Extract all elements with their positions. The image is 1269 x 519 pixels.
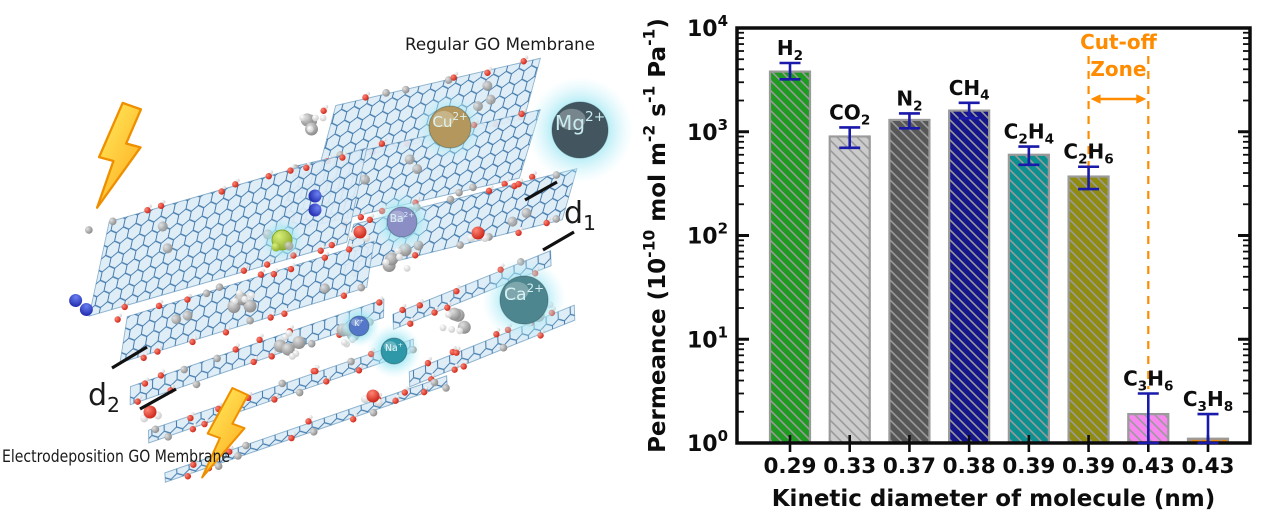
k-ion: K+ <box>338 305 380 347</box>
y-tick-label: 102 <box>687 220 728 250</box>
cutoff-label-line2: Zone <box>1090 57 1146 81</box>
solvated-cluster <box>260 218 304 262</box>
mg-ion: Mg2+ <box>527 77 633 183</box>
ca-ion-label: Ca2+ <box>504 281 544 305</box>
error-bar-CO₂ <box>839 126 861 150</box>
water-molecule <box>140 405 162 423</box>
error-bar-C₂H₆ <box>1078 165 1100 191</box>
hydrocarbon-molecule <box>299 113 327 136</box>
bar-C₂H₄ <box>1007 153 1050 445</box>
na-ion-label: Na+ <box>385 341 403 354</box>
bars-layer <box>768 70 1230 445</box>
cu-ion-label: Cu2+ <box>432 111 467 131</box>
x-tick-label: 0.33 <box>823 454 876 479</box>
water-molecule <box>467 226 489 242</box>
gas-label-C₃H₆: C3H6 <box>1123 366 1173 394</box>
k-ion-label: K+ <box>354 318 364 328</box>
small-molecules-layer <box>69 113 554 423</box>
gas-label-CH₄: CH4 <box>949 76 990 104</box>
x-tick-label: 0.43 <box>1122 454 1175 479</box>
error-bar-H₂ <box>779 61 801 81</box>
x-tick-label: 0.37 <box>883 454 936 479</box>
x-tick-label: 0.38 <box>943 454 996 479</box>
y-tick-label: 103 <box>687 116 728 146</box>
hydrocarbon-molecule <box>273 329 306 360</box>
cutoff-label-line1: Cut-off <box>1080 30 1158 54</box>
x-tick-label: 0.39 <box>1002 454 1055 479</box>
bar-N₂ <box>888 118 931 445</box>
lightning-bolt-icon <box>95 101 143 209</box>
error-bar-C₂H₄ <box>1018 145 1040 167</box>
bar-H₂ <box>768 70 812 445</box>
nitrogen-molecule <box>308 189 322 217</box>
electrodeposition-membrane-label: Electrodeposition GO Membrane <box>2 447 230 467</box>
gas-label-C₃H₈: C3H8 <box>1183 387 1233 415</box>
ba-ion: Ba2+ <box>372 192 432 252</box>
gas-label-C₂H₆: C2H6 <box>1063 140 1113 168</box>
hydrocarbon-molecule <box>439 307 471 335</box>
gas-label-N₂: N2 <box>896 86 922 114</box>
d2-spacing-marker <box>111 345 177 411</box>
error-bar-CH₄ <box>958 101 980 120</box>
d1-spacing-marker <box>524 180 575 252</box>
bar-CH₄ <box>948 109 991 445</box>
x-axis-title: Kinetic diameter of molecule (nm) <box>772 486 1216 512</box>
hydrated-ions-layer: Cu2+ Mg2+ Ba2+ Ca2+ K+ Na+ <box>338 77 633 378</box>
bar-CO₂ <box>828 135 871 445</box>
gas-label-C₂H₄: C2H4 <box>1004 120 1054 148</box>
lightning-bolts-layer <box>95 101 249 479</box>
y-tick-label: 100 <box>687 427 728 457</box>
d2-label: d2 <box>88 378 120 417</box>
regular-membrane-label: Regular GO Membrane <box>405 35 595 55</box>
mg-ion-label: Mg2+ <box>555 109 605 135</box>
nitrogen-molecule <box>69 294 93 316</box>
error-bar-C₃H₈ <box>1197 412 1219 445</box>
ca-ion: Ca2+ <box>482 258 566 342</box>
water-molecule <box>348 225 371 242</box>
gas-label-CO₂: CO2 <box>829 100 870 128</box>
cu-ion: Cu2+ <box>416 93 484 161</box>
y-tick-label: 101 <box>687 323 728 353</box>
bar-C₂H₆ <box>1067 175 1110 445</box>
d1-label: d1 <box>564 196 596 235</box>
na-ion: Na+ <box>367 324 421 378</box>
y-ticks <box>737 26 1250 445</box>
x-tick-label: 0.29 <box>763 454 816 479</box>
error-bar-C₃H₆ <box>1137 392 1159 445</box>
y-tick-label: 104 <box>687 12 728 42</box>
hydrocarbon-molecule <box>227 289 257 314</box>
water-molecule <box>360 389 383 407</box>
error-bar-N₂ <box>898 112 920 130</box>
illustration-labels: Regular GO Membrane Electrodeposition GO… <box>2 35 596 467</box>
go-membrane-illustration: Cu2+ Mg2+ Ba2+ Ca2+ K+ Na+ Regular GO Membran… <box>2 35 633 483</box>
gas-label-H₂: H2 <box>777 36 803 64</box>
x-tick-label: 0.39 <box>1062 454 1115 479</box>
x-tick-label: 0.43 <box>1181 454 1234 479</box>
ba-ion-label: Ba2+ <box>390 210 415 225</box>
go-sheet <box>85 147 368 317</box>
lightning-bolt-icon <box>201 386 249 479</box>
y-axis-title: Permeance (10-10 mol m-2 s-1 Pa-1) <box>641 18 671 453</box>
cutoff-zone-annotation: Cut-off Zone <box>1080 30 1158 389</box>
